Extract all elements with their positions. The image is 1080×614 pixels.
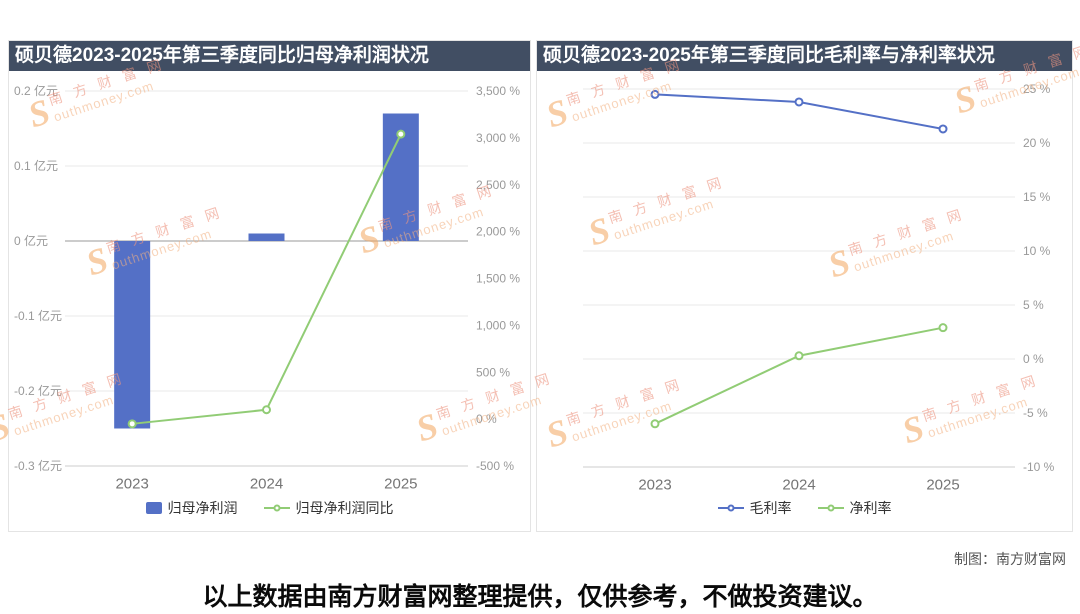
right-axis-tick-label: -5 % xyxy=(1023,406,1048,420)
margin-chart-panel: 硕贝德2023-2025年第三季度同比毛利率与净利率状况 25 % 20 % 15 … xyxy=(536,40,1073,532)
left-axis-tick-label: 0 亿元 xyxy=(14,233,48,248)
margin-chart-legend: 毛利率 净利率 xyxy=(537,491,1072,525)
left-axis-tick-label: -0.2 亿元 xyxy=(14,383,62,398)
net-profit-chart-title: 硕贝德2023-2025年第三季度同比归母净利润状况 xyxy=(15,45,429,66)
bar-2023 xyxy=(114,241,151,429)
data-point xyxy=(794,351,804,361)
right-axis-tick-label: -10 % xyxy=(1023,460,1055,474)
footer-disclaimer: 以上数据由南方财富网整理提供，仅供参考，不做投资建议。 xyxy=(202,583,878,611)
series-line xyxy=(132,133,402,425)
legend-label: 归母净利润 xyxy=(167,500,238,516)
right-axis-tick-label: 1,500 % xyxy=(476,272,520,286)
right-axis-tick-label: 500 % xyxy=(476,365,510,379)
right-axis-tick-label: -500 % xyxy=(476,459,514,473)
data-point xyxy=(650,89,660,99)
right-axis-tick-label: 3,500 % xyxy=(476,84,520,98)
legend-label: 毛利率 xyxy=(749,500,792,516)
data-point xyxy=(938,124,948,134)
series-line xyxy=(654,326,944,425)
legend-label: 净利率 xyxy=(849,500,892,516)
x-axis-label: 2024 xyxy=(782,477,815,492)
legend-item: 净利率 xyxy=(817,498,892,518)
legend-item: 归母净利润 xyxy=(145,498,238,518)
legend-line-marker xyxy=(717,504,744,512)
x-axis-label: 2025 xyxy=(926,477,959,492)
legend-item: 毛利率 xyxy=(717,498,792,518)
right-axis-tick-label: 0 % xyxy=(476,412,497,426)
data-point xyxy=(794,97,804,107)
net-profit-chart-panel: 硕贝德2023-2025年第三季度同比归母净利润状况 0.2 亿元 0.1 亿元 0… xyxy=(8,40,531,532)
data-point xyxy=(396,129,406,139)
net-profit-chart-legend: 归母净利润 归母净利润同比 xyxy=(9,491,530,525)
legend-bar-marker xyxy=(145,502,162,514)
margin-chart-title-bar: 硕贝德2023-2025年第三季度同比毛利率与净利率状况 xyxy=(537,41,1072,71)
left-axis-tick-label: -0.1 亿元 xyxy=(14,308,62,323)
left-axis-tick-label: 0.2 亿元 xyxy=(14,83,58,98)
right-axis-tick-label: 15 % xyxy=(1023,190,1051,204)
margin-line-chart: 25 % 20 % 15 % 10 % 5 % 0 % -5 % -10 % 2023 2024 2… xyxy=(583,82,1055,492)
net-profit-chart-title-bar: 硕贝德2023-2025年第三季度同比归母净利润状况 xyxy=(9,41,530,71)
data-point xyxy=(938,323,948,333)
right-axis-tick-label: 1,000 % xyxy=(476,318,520,332)
x-axis-label: 2025 xyxy=(384,476,417,492)
legend-dot xyxy=(273,504,280,512)
data-point xyxy=(127,419,137,429)
right-axis-tick-label: 20 % xyxy=(1023,136,1051,150)
right-axis-tick-label: 3,000 % xyxy=(476,131,520,145)
chart-credit: 制图：南方财富网 xyxy=(954,551,1066,567)
legend-dot xyxy=(827,504,834,512)
legend-label: 归母净利润同比 xyxy=(295,500,394,516)
net-profit-bar-chart: 0.2 亿元 0.1 亿元 0 亿元 -0.1 亿元 -0.2 亿元 -0.3 亿元 3,5… xyxy=(14,83,520,492)
x-axis-label: 2023 xyxy=(638,477,671,492)
bar-2024 xyxy=(248,233,285,241)
legend-dot xyxy=(727,504,734,512)
right-axis-tick-label: 10 % xyxy=(1023,244,1051,258)
left-axis-tick-label: 0.1 亿元 xyxy=(14,158,58,173)
margin-chart-title: 硕贝德2023-2025年第三季度同比毛利率与净利率状况 xyxy=(543,45,995,66)
right-axis-tick-label: 2,500 % xyxy=(476,178,520,192)
x-axis-label: 2024 xyxy=(250,476,283,492)
x-axis-label: 2023 xyxy=(115,476,148,492)
data-point xyxy=(262,405,271,415)
data-point xyxy=(650,419,660,429)
right-axis-tick-label: 25 % xyxy=(1023,82,1051,96)
legend-line-marker xyxy=(263,504,290,512)
right-axis-tick-label: 0 % xyxy=(1023,352,1044,366)
left-axis-tick-label: -0.3 亿元 xyxy=(14,458,62,473)
right-axis-tick-label: 5 % xyxy=(1023,298,1044,312)
legend-line-marker xyxy=(817,504,844,512)
right-axis-tick-label: 2,000 % xyxy=(476,225,520,239)
legend-item: 归母净利润同比 xyxy=(263,498,394,518)
